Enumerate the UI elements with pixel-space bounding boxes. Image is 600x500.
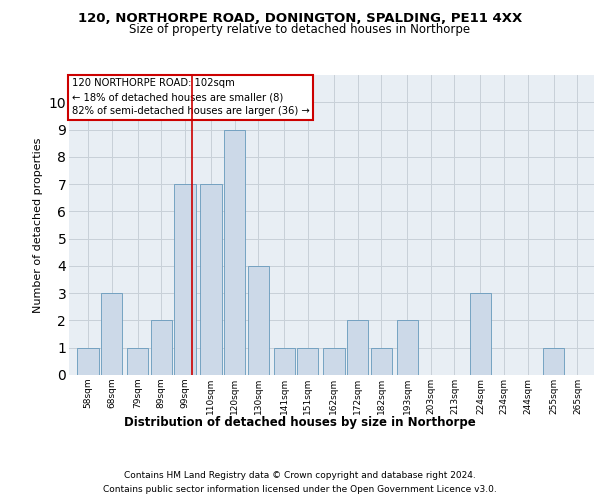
Bar [470,293,491,375]
Bar [323,348,344,375]
Text: Contains HM Land Registry data © Crown copyright and database right 2024.: Contains HM Land Registry data © Crown c… [124,472,476,480]
Bar [347,320,368,375]
Bar [101,293,122,375]
Bar [274,348,295,375]
Text: Contains public sector information licensed under the Open Government Licence v3: Contains public sector information licen… [103,484,497,494]
Bar [151,320,172,375]
Text: 120 NORTHORPE ROAD: 102sqm
← 18% of detached houses are smaller (8)
82% of semi-: 120 NORTHORPE ROAD: 102sqm ← 18% of deta… [71,78,310,116]
Text: Size of property relative to detached houses in Northorpe: Size of property relative to detached ho… [130,22,470,36]
Bar [543,348,565,375]
Bar [127,348,148,375]
Bar [397,320,418,375]
Text: Distribution of detached houses by size in Northorpe: Distribution of detached houses by size … [124,416,476,429]
Bar [224,130,245,375]
Bar [248,266,269,375]
Text: 120, NORTHORPE ROAD, DONINGTON, SPALDING, PE11 4XX: 120, NORTHORPE ROAD, DONINGTON, SPALDING… [78,12,522,26]
Bar [174,184,196,375]
Bar [297,348,319,375]
Bar [77,348,98,375]
Bar [200,184,221,375]
Y-axis label: Number of detached properties: Number of detached properties [33,138,43,312]
Bar [371,348,392,375]
